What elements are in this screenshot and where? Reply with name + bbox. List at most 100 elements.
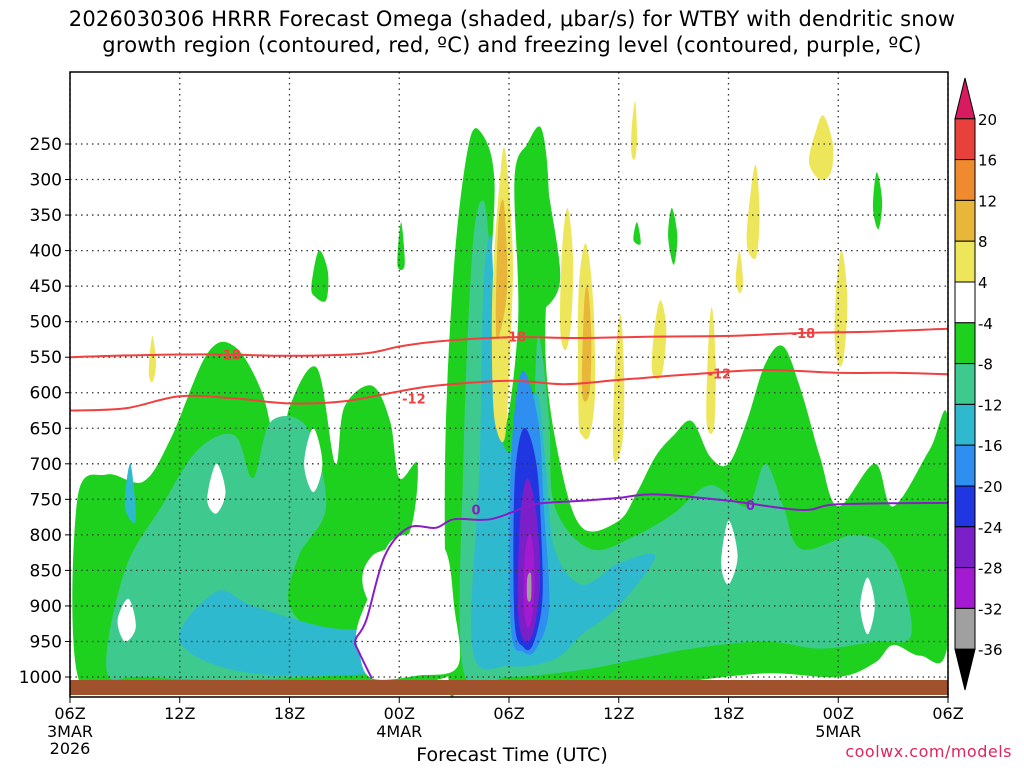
source-credit: coolwx.com/models — [845, 742, 1012, 761]
colorbar-label: -16 — [978, 437, 1003, 455]
colorbar-swatch — [954, 363, 976, 405]
chart-title: 2026030306 HRRR Forecast Omega (shaded, … — [0, 6, 1024, 58]
freezing-level-contour — [354, 493, 948, 679]
omega-region — [397, 222, 405, 271]
colorbar-label: -12 — [978, 396, 1003, 414]
y-axis: 250 300 350 400 450 500 550 600 650 700 750 800 850 9… — [19, 135, 70, 688]
colorbar-swatch — [954, 240, 976, 283]
dgz-label-minus12-a: -12 — [402, 392, 426, 407]
x-tick-label: 18Z — [274, 704, 305, 723]
dgz-label-minus18-a: -18 — [217, 348, 241, 363]
x-tick-label: 06Z — [54, 704, 85, 723]
colorbar-swatch — [954, 567, 976, 609]
omega-region — [808, 115, 834, 181]
colorbar-label: 20 — [978, 111, 997, 129]
contour-label-text: -18 — [217, 348, 241, 363]
y-tick-label: 800 — [30, 526, 62, 546]
colorbar-swatch — [954, 199, 976, 242]
y-tick-label: 950 — [30, 632, 62, 652]
colorbar-label: -32 — [978, 600, 1003, 618]
y-tick-label: 750 — [30, 490, 62, 510]
x-tick-date-label: 5MAR — [815, 722, 861, 741]
contour-label-text: 0 — [472, 503, 481, 518]
colorbar-swatch — [954, 281, 976, 324]
omega-region — [531, 186, 561, 309]
contour-lines: -18 -18 -18 -12 -12 0 0 — [70, 327, 948, 679]
y-tick-label: 700 — [30, 455, 62, 475]
y-tick-label: 850 — [30, 561, 62, 581]
y-tick-label: 550 — [30, 348, 62, 368]
colorbar-swatch — [954, 607, 976, 650]
colorbar: 20 16 12 8 4 -4 -8 -12 -16 -20 -24 -28 -32 -36 — [954, 77, 1003, 691]
contour-label-text: -12 — [402, 392, 426, 407]
omega-region — [612, 314, 625, 462]
dgz-label-minus12-b: -12 — [708, 368, 732, 383]
x-tick-label: 06Z — [932, 704, 963, 723]
colorbar-label: 12 — [978, 192, 997, 210]
dgz-label-minus18-c: -18 — [792, 327, 816, 342]
x-axis-title: Forecast Time (UTC) — [416, 744, 608, 766]
omega-region — [746, 164, 760, 260]
x-tick-date-label: 2026 — [50, 739, 91, 758]
y-tick-label: 1000 — [19, 668, 62, 688]
x-tick-date-label: 4MAR — [376, 722, 422, 741]
colorbar-bottom-triangle — [954, 648, 976, 691]
colorbar-swatch — [954, 118, 976, 161]
freezing-label-a: 0 — [472, 503, 481, 518]
colorbar-swatch — [954, 444, 976, 487]
grid-lines — [69, 72, 949, 697]
y-tick-label: 650 — [30, 419, 62, 439]
omega-region — [148, 335, 156, 383]
omega-shading — [72, 101, 948, 697]
colorbar-swatch — [954, 403, 976, 446]
x-tick-label: 18Z — [713, 704, 744, 723]
colorbar-label: 8 — [978, 233, 988, 251]
y-tick-label: 300 — [30, 171, 62, 191]
omega-region — [459, 200, 912, 688]
colorbar-swatch — [954, 159, 976, 201]
contour-label-text: 0 — [746, 499, 755, 514]
dgz-label-minus18-b: -18 — [503, 331, 527, 346]
omega-region — [631, 101, 637, 160]
x-tick-label: 00Z — [384, 704, 415, 723]
x-tick-label: 06Z — [493, 704, 524, 723]
omega-gap — [207, 463, 226, 514]
contour-label-text: -12 — [708, 368, 732, 383]
omega-gap — [721, 520, 738, 585]
colorbar-label: -24 — [978, 519, 1003, 537]
ground-bar — [70, 680, 948, 695]
omega-region — [526, 572, 532, 602]
omega-region — [706, 307, 716, 434]
colorbar-label: -36 — [978, 641, 1003, 659]
freezing-label-b: 0 — [746, 499, 755, 514]
y-tick-label: 350 — [30, 206, 62, 226]
x-tick-label: 12Z — [164, 704, 195, 723]
y-tick-label: 500 — [30, 313, 62, 333]
colorbar-label: -20 — [978, 478, 1003, 496]
y-tick-label: 600 — [30, 384, 62, 404]
colorbar-top-triangle — [954, 77, 976, 120]
dgz-minus18-contour — [70, 327, 948, 359]
omega-region — [735, 250, 744, 294]
contour-label-text: -18 — [503, 331, 527, 346]
y-tick-label: 250 — [30, 135, 62, 155]
omega-gap — [304, 428, 323, 493]
x-tick-label: 00Z — [823, 704, 854, 723]
omega-region — [633, 222, 641, 245]
colorbar-swatch — [954, 526, 976, 569]
title-line-2: growth region (contoured, red, ºC) and f… — [102, 33, 922, 57]
title-line-1: 2026030306 HRRR Forecast Omega (shaded, … — [68, 7, 956, 31]
colorbar-label: -28 — [978, 560, 1003, 578]
omega-region — [651, 300, 667, 380]
omega-region — [560, 207, 574, 351]
colorbar-label: -4 — [978, 315, 993, 333]
y-tick-label: 450 — [30, 277, 62, 297]
y-tick-label: 900 — [30, 597, 62, 617]
contour-label-text: -18 — [792, 327, 816, 342]
omega-region — [581, 284, 592, 402]
dgz-minus12-contour — [70, 368, 948, 412]
y-tick-label: 400 — [30, 242, 62, 262]
x-tick-date-label: 3MAR — [47, 722, 93, 741]
